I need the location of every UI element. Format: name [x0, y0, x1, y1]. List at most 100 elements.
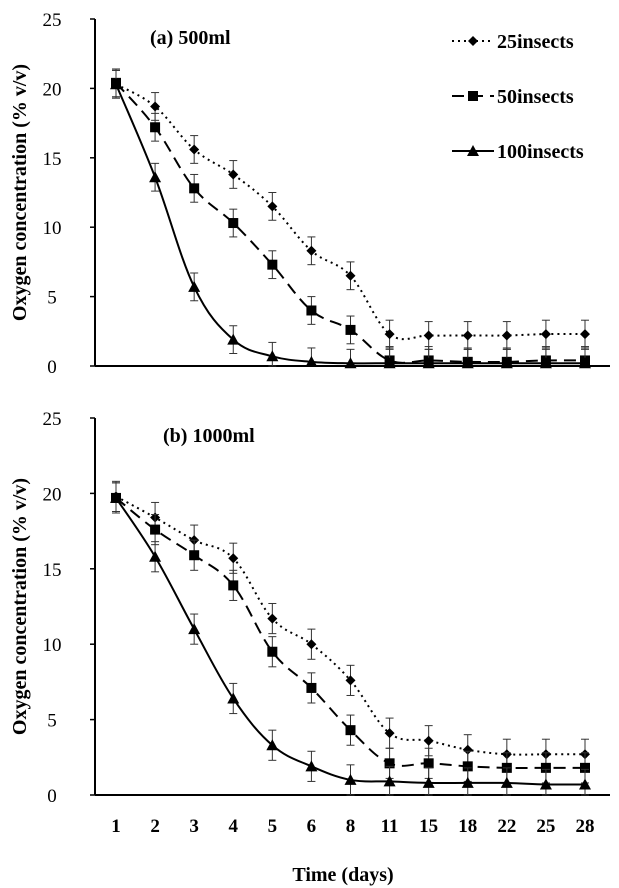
data-point — [110, 491, 122, 503]
series-50insects — [111, 68, 590, 367]
data-point — [345, 270, 356, 281]
data-point — [462, 744, 473, 755]
x-axis-title: Time (days) — [292, 864, 393, 886]
data-point — [189, 144, 200, 155]
data-point — [344, 357, 357, 369]
series-line — [115, 83, 586, 341]
x-tick-label: 6 — [307, 816, 317, 837]
legend-label: 50insects — [497, 86, 574, 108]
data-point — [189, 183, 200, 194]
data-point — [305, 355, 318, 367]
x-tick-label: 4 — [229, 816, 239, 837]
data-point — [188, 280, 201, 292]
data-point — [150, 101, 161, 112]
data-point — [266, 739, 279, 751]
data-point — [267, 259, 278, 270]
data-point — [383, 775, 396, 787]
legend-marker — [468, 91, 478, 101]
x-tick-label: 22 — [497, 816, 516, 837]
x-tick-label: 3 — [189, 816, 199, 837]
series-100insects — [110, 69, 591, 369]
data-point — [228, 580, 239, 591]
data-point — [384, 329, 395, 340]
legend-entry-100insects: 100insects — [452, 141, 584, 163]
y-tick-label: 15 — [43, 149, 62, 170]
series-50insects — [111, 482, 590, 784]
series-100insects — [110, 482, 591, 796]
y-axis-title: Oxygen concentration (% v/v) — [9, 64, 31, 321]
data-point — [423, 758, 434, 769]
data-point — [579, 778, 591, 790]
data-point — [461, 776, 474, 788]
data-point — [150, 122, 161, 133]
y-tick-label: 20 — [43, 79, 62, 100]
data-point — [306, 305, 317, 316]
data-point — [228, 169, 239, 180]
data-point — [384, 728, 395, 739]
data-point — [462, 330, 473, 341]
data-point — [423, 330, 434, 341]
legend-entry-25insects: 25insects — [452, 31, 574, 53]
data-point — [267, 646, 278, 657]
y-tick-label: 0 — [47, 786, 57, 807]
x-tick-label: 11 — [381, 816, 399, 837]
x-tick-label: 25 — [536, 816, 555, 837]
data-point — [580, 762, 590, 773]
legend-entry-50insects: 50insects — [452, 86, 574, 108]
x-tick-label: 8 — [346, 816, 356, 837]
panel-b-1000ml: 0 5 10 15 20 25 1 2 3 4 5 6 8 11 15 18 22 25 28 Time (days)… — [9, 409, 610, 886]
data-point — [149, 171, 162, 183]
y-tick-label: 25 — [43, 409, 62, 430]
data-point — [228, 553, 239, 564]
data-point — [227, 333, 240, 345]
y-tick-label: 15 — [43, 560, 62, 581]
data-point — [422, 776, 435, 788]
series-25insects — [111, 69, 590, 350]
x-tick-label: 28 — [576, 816, 595, 837]
data-point — [305, 760, 318, 772]
data-point — [500, 776, 513, 788]
data-point — [149, 550, 162, 562]
y-tick-label: 20 — [43, 484, 62, 505]
data-point — [266, 350, 279, 362]
panel-title: (b) 1000ml — [163, 425, 255, 447]
data-point — [344, 773, 357, 785]
data-point — [267, 201, 278, 212]
data-point — [384, 758, 395, 769]
y-axis-title: Oxygen concentration (% v/v) — [9, 478, 31, 735]
data-point — [580, 329, 590, 340]
data-point — [228, 218, 239, 229]
legend-label: 100insects — [497, 141, 584, 163]
data-point — [539, 357, 552, 369]
data-point — [267, 613, 278, 624]
data-point — [345, 675, 356, 686]
data-point — [462, 761, 473, 772]
data-point — [539, 778, 552, 790]
data-point — [110, 78, 122, 90]
data-point — [579, 357, 591, 369]
data-point — [227, 692, 240, 704]
x-tick-label: 1 — [111, 816, 121, 837]
x-tick-label: 5 — [268, 816, 278, 837]
data-point — [188, 623, 201, 635]
data-point — [383, 357, 396, 369]
panel-title: (a) 500ml — [150, 27, 231, 49]
data-point — [422, 357, 435, 369]
y-tick-label: 10 — [43, 635, 62, 656]
data-point — [345, 324, 356, 335]
legend-marker — [468, 36, 478, 46]
data-point — [345, 725, 356, 736]
data-point — [500, 357, 513, 369]
x-tick-label: 18 — [458, 816, 477, 837]
y-tick-label: 0 — [47, 357, 57, 378]
y-tick-label: 25 — [43, 10, 62, 31]
y-tick-label: 10 — [43, 218, 62, 239]
y-tick-label: 5 — [47, 288, 57, 309]
data-point — [423, 735, 434, 746]
data-point — [306, 245, 317, 256]
data-point — [150, 524, 161, 535]
x-tick-label: 15 — [419, 816, 438, 837]
data-point — [461, 357, 474, 369]
data-point — [540, 329, 551, 340]
